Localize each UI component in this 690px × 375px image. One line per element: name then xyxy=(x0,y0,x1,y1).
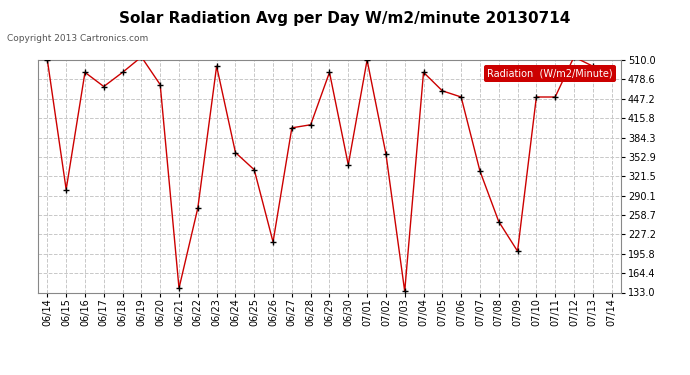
Point xyxy=(211,63,222,69)
Point xyxy=(61,186,72,192)
Point xyxy=(531,94,542,100)
Text: Copyright 2013 Cartronics.com: Copyright 2013 Cartronics.com xyxy=(7,34,148,43)
Point xyxy=(437,88,448,94)
Point xyxy=(324,69,335,75)
Point xyxy=(587,63,598,69)
Point xyxy=(400,288,411,294)
Point xyxy=(343,162,354,168)
Point xyxy=(493,219,504,225)
Point xyxy=(550,94,561,100)
Point xyxy=(418,69,429,75)
Point xyxy=(268,239,279,245)
Legend: Radiation  (W/m2/Minute): Radiation (W/m2/Minute) xyxy=(484,65,616,82)
Point xyxy=(155,82,166,88)
Point xyxy=(117,69,128,75)
Point xyxy=(193,205,204,211)
Point xyxy=(305,122,316,128)
Point xyxy=(230,150,241,156)
Point xyxy=(512,248,523,254)
Point xyxy=(362,57,373,63)
Point xyxy=(136,54,147,60)
Text: Solar Radiation Avg per Day W/m2/minute 20130714: Solar Radiation Avg per Day W/m2/minute … xyxy=(119,11,571,26)
Point xyxy=(248,167,259,173)
Point xyxy=(455,94,466,100)
Point xyxy=(569,54,580,60)
Point xyxy=(98,84,109,90)
Point xyxy=(475,168,486,174)
Point xyxy=(286,125,297,131)
Point xyxy=(42,57,53,63)
Point xyxy=(606,69,617,75)
Point xyxy=(173,285,184,291)
Point xyxy=(380,151,391,157)
Point xyxy=(79,69,90,75)
